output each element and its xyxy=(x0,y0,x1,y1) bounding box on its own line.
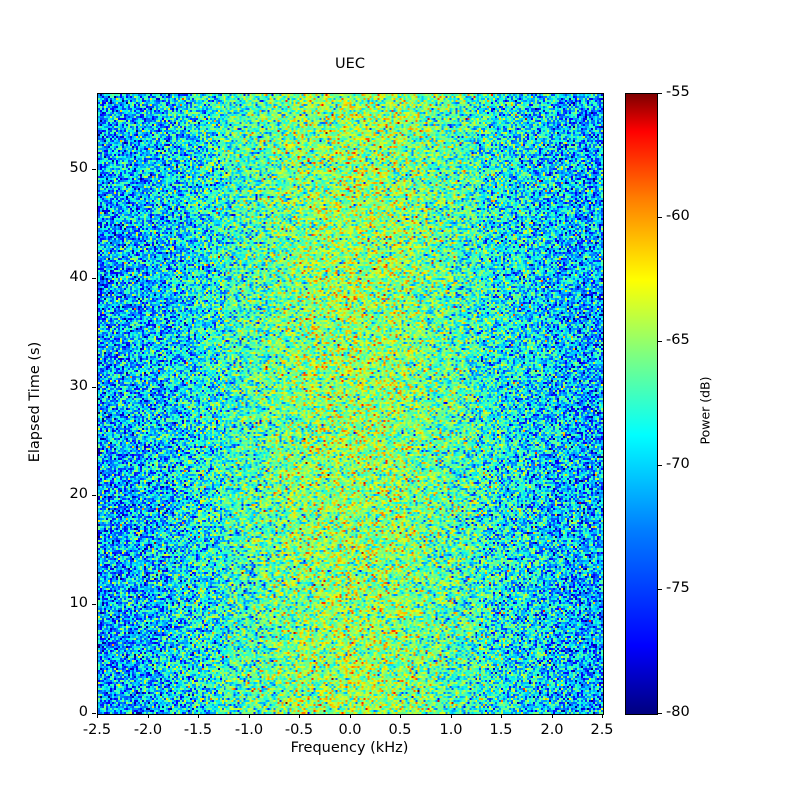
colorbar-tick-label: -80 xyxy=(666,704,690,720)
x-tick-label: -0.5 xyxy=(284,722,314,738)
x-tick-label: 2.0 xyxy=(540,722,564,738)
x-tick-mark xyxy=(198,714,199,718)
x-tick-mark xyxy=(552,714,553,718)
y-tick-label: 0 xyxy=(78,704,88,720)
x-tick-mark xyxy=(602,714,603,718)
colorbar-tick-mark xyxy=(657,713,662,714)
colorbar-tick-label: -65 xyxy=(666,332,690,348)
x-tick-label: -1.0 xyxy=(234,722,264,738)
x-tick-label: 0.5 xyxy=(388,722,412,738)
y-axis-label: Elapsed Time (s) xyxy=(27,341,43,463)
x-axis-label: Frequency (kHz) xyxy=(290,740,409,756)
colorbar-tick-label: -75 xyxy=(666,580,690,596)
x-tick-mark xyxy=(249,714,250,718)
x-tick-label: 1.0 xyxy=(439,722,463,738)
spectrogram-image xyxy=(98,94,603,714)
x-tick-label: -2.5 xyxy=(82,722,112,738)
x-tick-label: 1.5 xyxy=(489,722,513,738)
x-tick-mark xyxy=(501,714,502,718)
colorbar-label: Power (dB) xyxy=(697,376,713,445)
x-tick-mark xyxy=(350,714,351,718)
y-tick-mark xyxy=(92,713,96,714)
y-tick-label: 40 xyxy=(69,269,88,285)
y-tick-label: 10 xyxy=(69,595,88,611)
x-tick-mark xyxy=(299,714,300,718)
colorbar-tick-label: -70 xyxy=(666,456,690,472)
x-tick-label: -2.0 xyxy=(133,722,163,738)
colorbar-tick-label: -60 xyxy=(666,208,690,224)
colorbar-tick-mark xyxy=(657,93,662,94)
x-tick-label: 0.0 xyxy=(338,722,362,738)
y-tick-mark xyxy=(92,169,96,170)
y-tick-mark xyxy=(92,278,96,279)
colorbar-tick-mark xyxy=(657,589,662,590)
colorbar-tick-mark xyxy=(657,217,662,218)
colorbar-tick-mark xyxy=(657,341,662,342)
x-tick-mark xyxy=(97,714,98,718)
colorbar xyxy=(625,93,658,715)
title-line-station: UEC xyxy=(335,56,365,72)
colorbar-tick-label: -55 xyxy=(666,84,690,100)
y-tick-mark xyxy=(92,604,96,605)
x-tick-label: 2.5 xyxy=(590,722,614,738)
colorbar-gradient xyxy=(626,94,657,714)
y-tick-label: 50 xyxy=(69,160,88,176)
x-tick-label: -1.5 xyxy=(183,722,213,738)
x-tick-mark xyxy=(400,714,401,718)
x-tick-mark xyxy=(148,714,149,718)
x-tick-mark xyxy=(451,714,452,718)
y-tick-mark xyxy=(92,495,96,496)
colorbar-tick-mark xyxy=(657,465,662,466)
spectrogram-plot-area xyxy=(97,93,604,715)
y-tick-label: 20 xyxy=(69,486,88,502)
y-tick-mark xyxy=(92,387,96,388)
y-tick-label: 30 xyxy=(69,378,88,394)
